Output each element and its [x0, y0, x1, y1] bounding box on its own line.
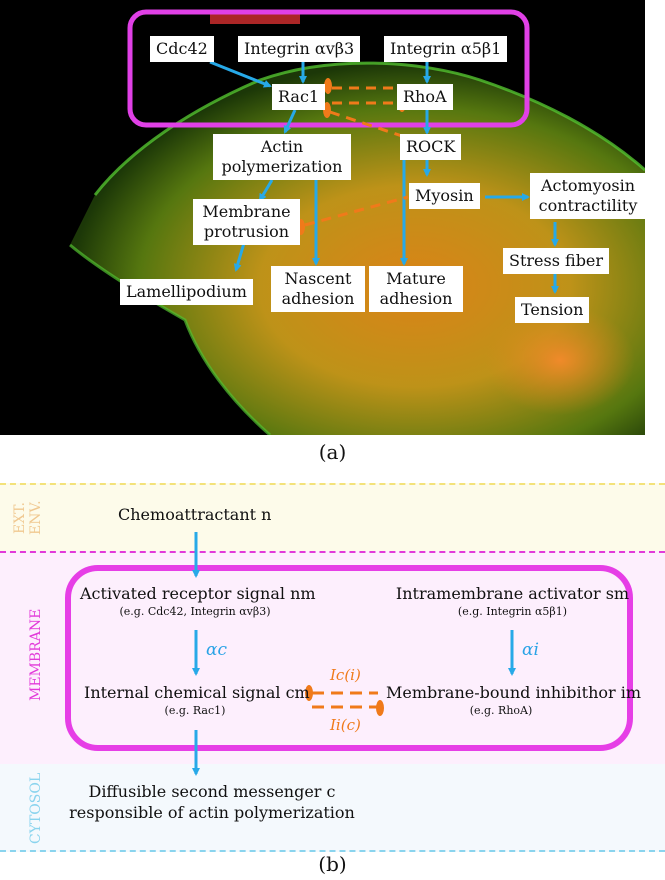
node-actomyosin-line-1: Actomyosin — [540, 176, 636, 195]
node-mature-line-1: Mature — [386, 269, 446, 288]
alpha-c-label: αc — [206, 640, 228, 660]
node-rock: ROCK — [400, 134, 462, 160]
diffusible-line-1: Diffusible second messenger c — [88, 782, 336, 801]
cytosol-band — [0, 764, 665, 852]
intramembrane-label: Intramembrane activator sm — [395, 584, 630, 603]
panel-b-caption: (b) — [318, 852, 347, 876]
node-cdc42: Cdc42 — [150, 36, 214, 62]
diffusible-line-2: responsible of actin polymerization — [69, 803, 355, 822]
node-actin-polymerization: Actin polymerization — [213, 134, 351, 180]
inhibition-myosin-membrane — [304, 195, 409, 227]
node-mature-adhesion: Mature adhesion — [369, 266, 463, 312]
node-myosin: Myosin — [409, 183, 480, 209]
node-integrin-avb3: Integrin αvβ3 — [238, 36, 361, 62]
inhibitor-example: (e.g. RhoA) — [469, 704, 533, 717]
node-nascent-line-2: adhesion — [281, 289, 355, 308]
node-membrane-protrusion: Membrane protrusion — [193, 199, 300, 245]
node-actin-line-2: polymerization — [221, 157, 343, 176]
ii-c-label: Ii(c) — [330, 716, 361, 734]
internal-signal-example: (e.g. Rac1) — [164, 704, 226, 717]
model-diagram — [65, 532, 633, 776]
ext-env-band — [0, 483, 665, 553]
alpha-i-label: αi — [522, 640, 539, 660]
node-lamellipodium: Lamellipodium — [120, 279, 253, 305]
node-actin-line-1: Actin — [260, 137, 304, 156]
node-membrane-line-2: protrusion — [203, 222, 290, 241]
internal-signal-label: Internal chemical signal cm — [84, 683, 310, 702]
node-rhoa: RhoA — [397, 84, 453, 110]
arrow-actin-membrane — [258, 179, 274, 202]
activated-receptor-example: (e.g. Cdc42, Integrin αvβ3) — [119, 605, 271, 618]
node-membrane-line-1: Membrane — [202, 202, 291, 221]
node-tension: Tension — [515, 297, 590, 323]
inhibition-rac1-rock — [329, 110, 406, 139]
panel-a-caption: (a) — [318, 440, 347, 464]
node-integrin-a5b1: Integrin α5β1 — [384, 36, 508, 62]
node-nascent-line-1: Nascent — [284, 269, 352, 288]
ic-i-label: Ic(i) — [330, 666, 361, 684]
node-mature-line-2: adhesion — [379, 289, 453, 308]
activated-receptor-label: Activated receptor signal nm — [80, 584, 316, 603]
pathway-diagram-overlay — [127, 9, 559, 294]
arrow-rac1-actin — [283, 109, 297, 134]
membrane-complex-outline — [65, 565, 633, 751]
node-rac1: Rac1 — [272, 84, 326, 110]
node-actomyosin-line-2: contractility — [538, 196, 638, 215]
inhibitor-label: Membrane-bound inhibithor im — [386, 683, 642, 702]
node-actomyosin-contractility: Actomyosin contractility — [530, 173, 646, 219]
arrow-membrane-lamellipodium — [233, 242, 246, 272]
node-stress-fiber: Stress fiber — [503, 248, 610, 274]
node-nascent-adhesion: Nascent adhesion — [271, 266, 365, 312]
arrow-cdc42-rac1 — [209, 60, 272, 88]
membrane-complex-box — [127, 9, 530, 128]
chemoattractant-label: Chemoattractant n — [118, 505, 272, 524]
intramembrane-example: (e.g. Integrin α5β1) — [457, 605, 568, 618]
